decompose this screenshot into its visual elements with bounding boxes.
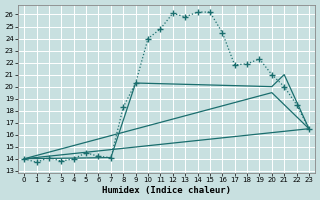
X-axis label: Humidex (Indice chaleur): Humidex (Indice chaleur) — [102, 186, 231, 195]
